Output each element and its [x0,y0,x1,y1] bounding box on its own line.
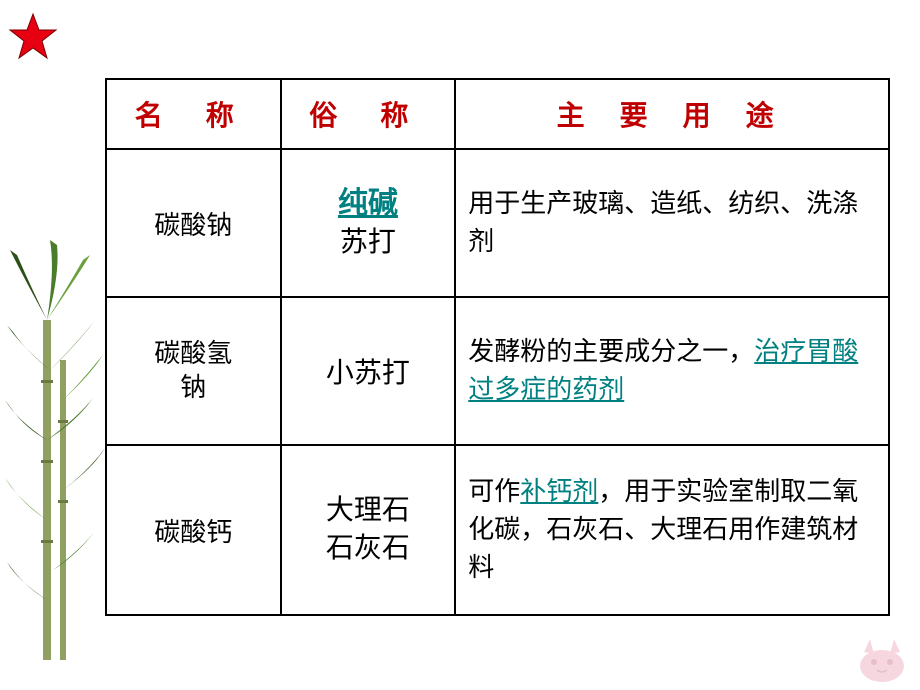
cell-nickname: 大理石 石灰石 [281,445,456,615]
usage-prefix: 可作 [468,477,520,506]
nickname-line2: 石灰石 [326,530,410,568]
cell-nickname: 小苏打 [281,297,456,445]
table-row: 碳酸钙 大理石 石灰石 可作补钙剂，用于实验室制取二氧化碳，石灰石、大理石用作建… [106,445,889,615]
nickname-link: 纯碱 [338,184,398,225]
cell-name: 碳酸钠 [106,149,281,297]
red-star-icon [8,12,58,62]
header-nickname: 俗 称 [281,79,456,149]
cell-usage: 用于生产玻璃、造纸、纺织、洗涤剂 [455,149,889,297]
cell-nickname: 纯碱 苏打 [281,149,456,297]
table-row: 碳酸钠 纯碱 苏打 用于生产玻璃、造纸、纺织、洗涤剂 [106,149,889,297]
usage-link: 补钙剂 [520,477,598,506]
chemistry-table: 名 称 俗 称 主 要 用 途 碳酸钠 纯碱 苏打 用于生产玻璃、造纸、纺织、洗… [105,78,890,616]
cell-usage: 可作补钙剂，用于实验室制取二氧化碳，石灰石、大理石用作建筑材料 [455,445,889,615]
table-header-row: 名 称 俗 称 主 要 用 途 [106,79,889,149]
cell-name: 碳酸氢钠 [106,297,281,445]
header-usage: 主 要 用 途 [455,79,889,149]
usage-prefix: 发酵粉的主要成分之一， [468,337,754,366]
nickname-line1: 大理石 [326,492,410,530]
bamboo-decoration [5,240,105,660]
cat-watermark-icon [852,634,912,684]
cell-name: 碳酸钙 [106,445,281,615]
table-row: 碳酸氢钠 小苏打 发酵粉的主要成分之一，治疗胃酸过多症的药剂 [106,297,889,445]
cell-usage: 发酵粉的主要成分之一，治疗胃酸过多症的药剂 [455,297,889,445]
header-name: 名 称 [106,79,281,149]
nickname-plain: 苏打 [340,224,396,262]
usage-prefix: 用于生产玻璃、造纸、纺织、洗涤剂 [468,189,858,256]
